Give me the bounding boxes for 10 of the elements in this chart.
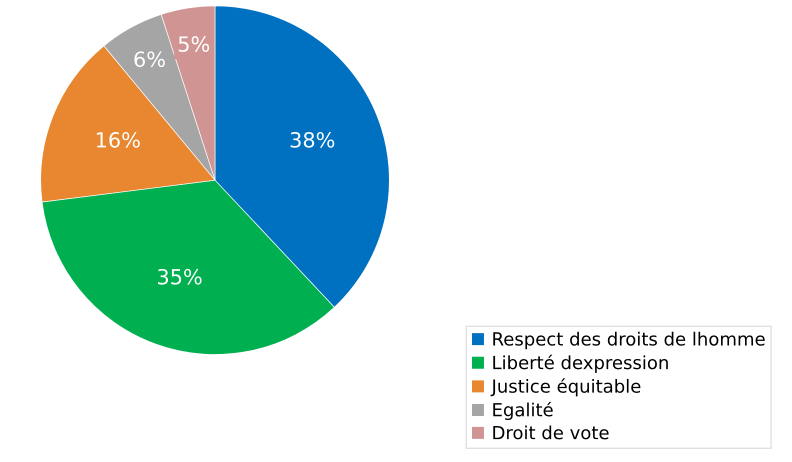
legend-label: Egalité <box>493 402 553 420</box>
legend-label: Respect des droits de lhomme <box>493 332 765 350</box>
legend-label: Liberté dexpression <box>493 354 668 373</box>
data-label: 16% <box>96 132 140 148</box>
legend-label: Droit de vote <box>493 425 609 440</box>
data-label: 5% <box>178 36 210 52</box>
legend-label: Justice équitable <box>490 378 640 396</box>
data-label: 35% <box>158 268 202 285</box>
data-label: 6% <box>134 51 165 68</box>
data-label: 38% <box>290 132 334 148</box>
